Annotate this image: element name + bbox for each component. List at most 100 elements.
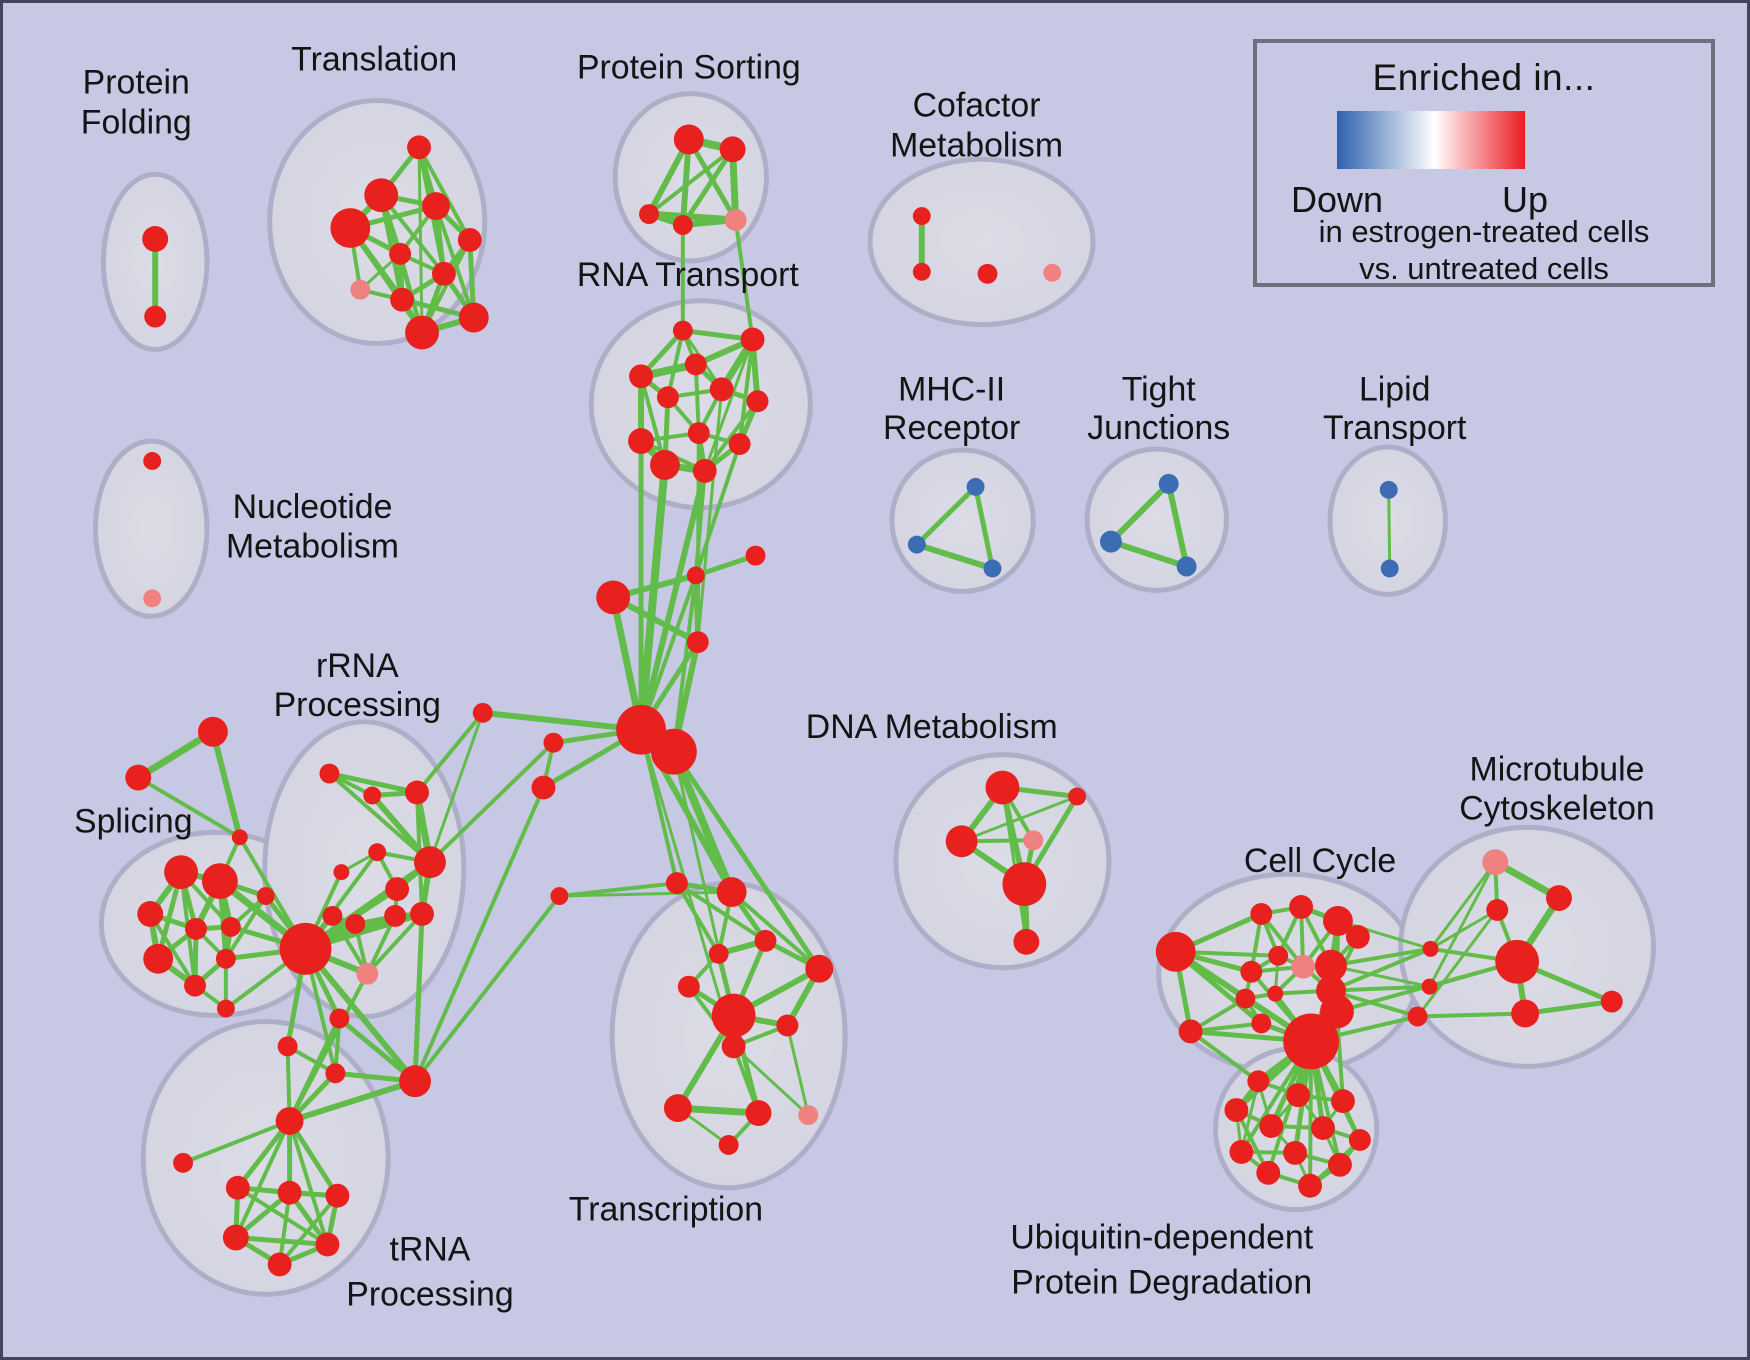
network-node [687, 422, 710, 445]
cluster-ellipse-protein-sorting [612, 91, 769, 264]
network-node [356, 962, 379, 985]
cluster-label-nucleotide-metabolism-line2: Metabolism [226, 528, 399, 566]
cluster-ellipse-nucleotide-metabolism [92, 438, 210, 619]
network-edge [277, 1190, 292, 1267]
network-node [1421, 978, 1438, 995]
network-node [399, 1065, 431, 1098]
network-node [1380, 559, 1399, 578]
cluster-label-protein-folding-line2: Folding [81, 103, 192, 141]
cluster-label-ubiquitin-degradation-line1: Ubiquitin-dependent [1010, 1219, 1313, 1257]
cluster-label-ubiquitin-degradation-line2: Protein Degradation [1011, 1263, 1312, 1301]
network-node [672, 215, 693, 235]
cluster-ellipse-dna-metabolism [893, 752, 1112, 971]
network-node [220, 916, 241, 937]
legend-caption-line2: vs. untreated cells [1359, 251, 1609, 286]
cluster-label-trna-processing-line1: tRNA [390, 1230, 471, 1268]
network-node [1311, 1116, 1335, 1140]
network-node [1023, 830, 1044, 851]
network-node [277, 1180, 302, 1205]
network-edge [1329, 964, 1432, 989]
network-edge [417, 145, 424, 335]
network-node [405, 780, 429, 805]
network-node [1247, 1070, 1270, 1093]
network-edge [417, 145, 472, 242]
network-node [1286, 1083, 1311, 1108]
network-node [1482, 849, 1509, 876]
network-edge [1328, 946, 1433, 968]
network-node [746, 390, 769, 413]
network-node [385, 877, 410, 902]
network-node [143, 943, 174, 974]
network-node [629, 364, 653, 389]
network-edge [1188, 1029, 1261, 1084]
network-edge [693, 362, 701, 436]
network-node [1345, 924, 1370, 949]
network-node [1291, 954, 1316, 979]
network-edge [557, 890, 734, 898]
network-node [222, 1224, 249, 1251]
network-edge [428, 711, 485, 864]
cluster-label-cofactor-metabolism-line2: Metabolism [890, 126, 1063, 164]
network-node [1379, 480, 1398, 499]
network-node [1002, 862, 1047, 906]
network-node [805, 954, 834, 983]
network-node [945, 825, 978, 858]
cluster-ellipse-mhc-ii-receptor [889, 447, 1036, 594]
network-edge [287, 1119, 330, 1247]
network-edge [365, 911, 424, 976]
network-edge [148, 911, 198, 988]
network-edge [1328, 984, 1432, 993]
nodes-layer [125, 124, 1623, 1277]
network-node [966, 477, 985, 496]
network-edge [413, 894, 562, 1084]
network-node [1495, 939, 1540, 984]
color-legend: Enriched in... Down Up in estrogen-treat… [1253, 39, 1715, 287]
network-node [912, 262, 931, 281]
network-node [1298, 1173, 1323, 1198]
network-edge [1107, 480, 1172, 545]
network-node [1224, 1098, 1249, 1123]
network-edge [686, 984, 736, 1049]
network-edge [1328, 988, 1420, 1019]
network-node [639, 204, 659, 225]
network-node [1267, 985, 1284, 1002]
legend-caption: in estrogen-treated cells vs. untreated … [1257, 213, 1711, 287]
network-edge [729, 890, 822, 971]
network-node [431, 261, 456, 286]
legend-up-label: Up [1501, 179, 1549, 220]
cluster-label-tight-junctions-line1: Tight [1122, 370, 1197, 408]
network-edge [1165, 480, 1190, 570]
network-node [1259, 1114, 1284, 1138]
network-edge [233, 1235, 330, 1247]
network-node [279, 922, 332, 975]
network-node [728, 433, 751, 455]
network-node [216, 999, 235, 1018]
network-edge [413, 785, 546, 1084]
network-edge [960, 794, 1079, 843]
network-node [721, 1034, 746, 1059]
network-node [142, 226, 169, 252]
network-node [684, 353, 707, 376]
network-node [315, 1232, 340, 1257]
cluster-label-protein-folding-line1: Protein [83, 64, 190, 102]
network-node [724, 209, 747, 231]
network-edge [433, 204, 476, 320]
network-edge [732, 1044, 810, 1117]
network-node [649, 450, 680, 480]
network-node [656, 386, 679, 409]
cluster-ellipse-cofactor-metabolism [867, 156, 1096, 328]
network-edge [1416, 908, 1499, 1019]
network-edge [415, 710, 485, 795]
network-node [1155, 931, 1196, 972]
network-edge [287, 1118, 340, 1199]
network-node [1268, 945, 1289, 966]
network-edge [680, 146, 736, 228]
network-node [1330, 1089, 1355, 1114]
network-node [215, 948, 236, 969]
network-edge [1387, 488, 1392, 570]
network-node [686, 566, 705, 585]
network-node [1422, 940, 1439, 957]
network-node [740, 327, 765, 352]
